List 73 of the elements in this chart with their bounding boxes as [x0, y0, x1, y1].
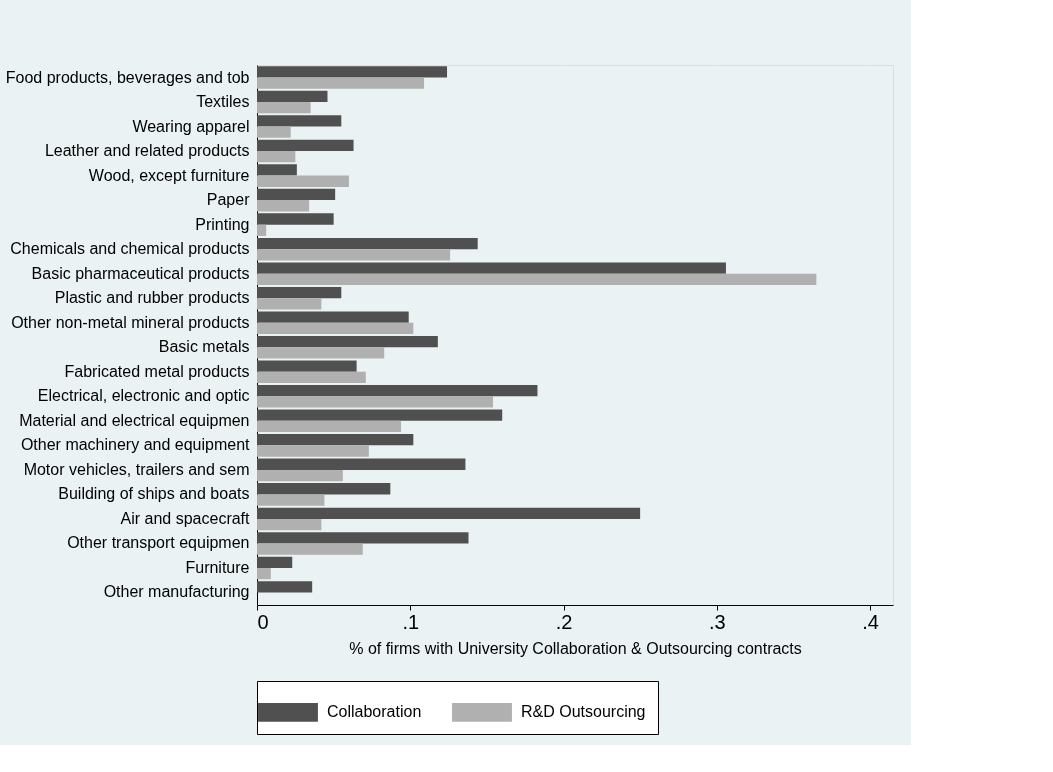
- x-axis-title: % of firms with University Collaboration & Outsourcing contracts: [349, 639, 802, 657]
- bar: [257, 311, 409, 323]
- y-tick-label: Paper: [206, 191, 251, 209]
- bar: [257, 556, 293, 568]
- bar: [257, 567, 271, 580]
- bar: [257, 335, 438, 348]
- bar: [257, 224, 267, 236]
- bar: [257, 139, 354, 152]
- y-tick-label: Other manufacturing: [103, 583, 250, 601]
- bar: [257, 385, 538, 397]
- bar: [257, 347, 385, 359]
- bar: [257, 494, 325, 506]
- y-tick-label: Other non-metal mineral products: [11, 313, 250, 331]
- bar: [257, 420, 402, 433]
- bar: [257, 90, 328, 103]
- bar: [257, 507, 641, 519]
- bar: [257, 581, 313, 593]
- bar: [257, 262, 726, 274]
- bar: [257, 409, 503, 421]
- y-tick-label: Leather and related products: [44, 142, 250, 160]
- y-tick-label: Printing: [195, 215, 250, 233]
- bar: [257, 200, 310, 212]
- bar: [257, 213, 334, 225]
- y-tick-label: Chemicals and chemical products: [10, 240, 250, 258]
- bar: [257, 396, 494, 408]
- legend-label: R&D Outsourcing: [521, 703, 646, 721]
- x-tick-label: .1: [402, 610, 420, 633]
- y-tick-label: Air and spacecraft: [120, 509, 251, 527]
- bar: [257, 115, 342, 127]
- bar: [257, 102, 311, 114]
- y-tick-label: Building of ships and boats: [58, 485, 250, 503]
- bar: [257, 151, 296, 163]
- bar: [257, 371, 366, 384]
- bar: [257, 237, 478, 250]
- y-tick-label: Wearing apparel: [132, 117, 250, 135]
- bar: [257, 543, 363, 555]
- bar: [257, 469, 343, 482]
- bar: [257, 445, 369, 457]
- y-tick-label: Food products, beverages and tob: [5, 68, 250, 86]
- y-tick-label: Other transport equipmen: [67, 534, 250, 552]
- y-tick-label: Wood, except furniture: [88, 166, 250, 184]
- bar: [257, 360, 357, 372]
- bar: [257, 126, 291, 138]
- y-tick-label: Motor vehicles, trailers and sem: [23, 460, 250, 478]
- bar: [257, 458, 466, 470]
- y-tick-label: Textiles: [196, 93, 250, 111]
- y-tick-label: Basic pharmaceutical products: [31, 264, 250, 282]
- y-tick-label: Fabricated metal products: [64, 362, 250, 380]
- y-tick-label: Furniture: [185, 558, 250, 576]
- x-tick-label: .2: [555, 610, 573, 633]
- bar: [257, 77, 425, 89]
- bar: [257, 164, 297, 176]
- x-tick-label: .3: [708, 610, 726, 633]
- bar: [257, 518, 322, 531]
- bar: [257, 532, 469, 544]
- bar: [257, 66, 448, 78]
- bar: [257, 175, 349, 187]
- y-tick-label: Electrical, electronic and optic: [37, 387, 250, 405]
- bar: [257, 322, 414, 335]
- y-tick-label: Plastic and rubber products: [54, 289, 250, 307]
- bar: [257, 286, 342, 299]
- x-tick-label: 0: [257, 610, 269, 633]
- bar: [257, 298, 322, 310]
- bar: [257, 273, 817, 285]
- y-tick-label: Basic metals: [158, 338, 250, 356]
- y-tick-label: Other machinery and equipment: [20, 436, 251, 454]
- x-tick-label: .4: [862, 610, 879, 633]
- bar: [257, 434, 414, 446]
- y-tick-label: Material and electrical equipmen: [19, 411, 250, 429]
- bar: [257, 188, 336, 201]
- legend-label: Collaboration: [327, 703, 422, 721]
- bar: [257, 483, 391, 495]
- bar: [257, 249, 451, 261]
